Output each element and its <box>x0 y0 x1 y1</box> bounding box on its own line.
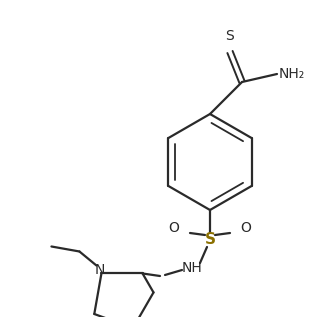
Text: S: S <box>205 232 215 248</box>
Text: N: N <box>94 263 105 277</box>
Text: S: S <box>226 29 234 43</box>
Text: O: O <box>241 221 252 235</box>
Text: NH₂: NH₂ <box>279 67 305 81</box>
Text: O: O <box>168 221 179 235</box>
Text: NH: NH <box>182 261 202 275</box>
